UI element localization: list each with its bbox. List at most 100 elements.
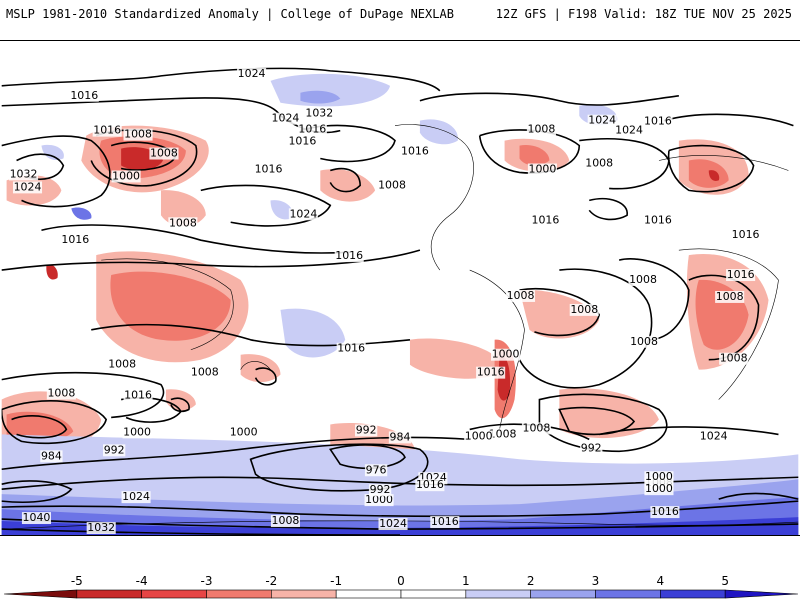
colorbar-tick-label: 3: [592, 574, 600, 588]
isobar-label-bg: [476, 366, 506, 379]
isobar-label-bg: [270, 112, 301, 125]
isobar-label: 1000: [230, 425, 258, 438]
isobar-label-bg: [21, 512, 52, 525]
isobar-label-bg: [643, 214, 673, 227]
isobar-label: 1000: [123, 425, 151, 438]
colorbar-box: [530, 589, 596, 599]
isobar-label: 1024: [272, 112, 300, 125]
isobar-label: 1008: [630, 335, 658, 348]
isobar-label: 1016: [61, 233, 89, 246]
colorbar-box: [400, 589, 467, 599]
isobar-label: 992: [356, 423, 377, 436]
isobar-label: 1000: [112, 169, 140, 182]
isobar-label: 984: [41, 449, 62, 462]
isobar-label-bg: [168, 217, 198, 230]
colorbar-box: [76, 589, 142, 599]
isobar-label-bg: [69, 89, 99, 102]
colorbar-tick-label: -1: [330, 574, 342, 588]
isobar-label-bg: [464, 430, 494, 443]
isobar-label: 1016: [732, 228, 760, 241]
isobar-label: 1024: [588, 114, 616, 127]
isobar-label: 976: [366, 463, 387, 476]
isobar-label: 1016: [651, 505, 679, 518]
isobar-label-bg: [92, 124, 122, 137]
isobar-label: 1000: [645, 482, 673, 495]
isobar-label: 1016: [416, 478, 444, 491]
isobar-label-bg: [336, 342, 366, 355]
isobar-label: 1016: [401, 145, 429, 158]
colorbar-tick-label: -5: [71, 574, 83, 588]
isobar-label: 1024: [615, 124, 643, 137]
isobar-label-bg: [388, 431, 412, 444]
isobar-label-bg: [644, 471, 674, 484]
isobar-label: 1032: [305, 107, 333, 120]
isobar-label: 1016: [298, 123, 326, 136]
isobar-label-bg: [719, 352, 749, 365]
isobar-label: 992: [581, 441, 602, 454]
isobar-label: 1008: [47, 387, 75, 400]
isobar-label: 992: [104, 443, 125, 456]
colorbar-box: [206, 589, 272, 599]
isobar-label-bg: [253, 163, 284, 176]
isobar-label: 1016: [477, 366, 505, 379]
isobar-label: 1032: [10, 167, 38, 180]
isobar-label: 1024: [14, 180, 42, 193]
isobar-label-bg: [715, 290, 745, 303]
isobar-label-bg: [86, 522, 116, 535]
isobar-label-bg: [569, 303, 599, 316]
isobar-label-bg: [149, 147, 179, 160]
colorbar: -5 -4 -3 -2 -1 0 1 2 3 4 5: [3, 574, 799, 599]
isobar-label: 1016: [727, 268, 755, 281]
isobar-label-bg: [288, 208, 318, 221]
colorbar-ticks: -5 -4 -3 -2 -1 0 1 2 3 4 5: [71, 574, 729, 588]
isobar-label-bg: [297, 123, 327, 136]
isobar-label-bg: [629, 335, 659, 348]
colorbar-box: [335, 589, 402, 599]
colorbar-tick-label: -4: [136, 574, 148, 588]
isobar-label: 1008: [150, 147, 178, 160]
isobar-label-bg: [103, 444, 126, 457]
isobar-label-bg: [123, 128, 153, 141]
isobar-label-bg: [237, 67, 267, 80]
isobar-label-bg: [587, 114, 617, 127]
isobar-label-bg: [650, 506, 680, 519]
isobar-label-bg: [40, 450, 63, 463]
isobar-label: 1008: [570, 303, 598, 316]
isobar-label-bg: [123, 389, 153, 402]
isobar-label: 1008: [629, 273, 657, 286]
isobar-label-bg: [643, 115, 673, 128]
header-valid-time: 12Z GFS | F198 Valid: 18Z TUE NOV 25 202…: [495, 7, 792, 21]
isobar-label-bg: [111, 170, 141, 183]
isobar-label-bg: [415, 479, 445, 492]
isobar-label-bg: [527, 163, 557, 176]
isobar-label: 1016: [70, 89, 98, 102]
colorbar-tick-label: -3: [201, 574, 213, 588]
isobar-label-bg: [530, 214, 560, 227]
colorbar-box: [724, 589, 799, 599]
isobar-label: 1016: [431, 515, 459, 528]
isobar-label: 1024: [379, 517, 407, 530]
isobar-label: 1016: [255, 162, 283, 175]
isobar-label-bg: [726, 269, 756, 282]
isobar-label-bg: [270, 515, 301, 528]
isobar-label: 1008: [528, 123, 556, 136]
isobar-label: 1000: [465, 429, 493, 442]
colorbar-box: [595, 589, 661, 599]
isobar-label-bg: [287, 135, 317, 148]
isobar-label: 1024: [289, 207, 317, 220]
isobar-label-bg: [488, 428, 518, 441]
isobar-label: 1008: [378, 178, 406, 191]
isobar-label: 1000: [492, 348, 520, 361]
isobar-label-bg: [377, 179, 407, 192]
isobar-label: 1008: [716, 290, 744, 303]
isobar-label-bg: [430, 516, 460, 529]
isobar-label: 1024: [700, 429, 728, 442]
isobar-label: 1016: [531, 213, 559, 226]
isobar-label-bg: [378, 518, 408, 531]
isobar-label: 1008: [169, 216, 197, 229]
isobar-label-bg: [644, 483, 674, 496]
isobar-label: 1008: [108, 358, 136, 371]
isobar-label: 1000: [645, 470, 673, 483]
